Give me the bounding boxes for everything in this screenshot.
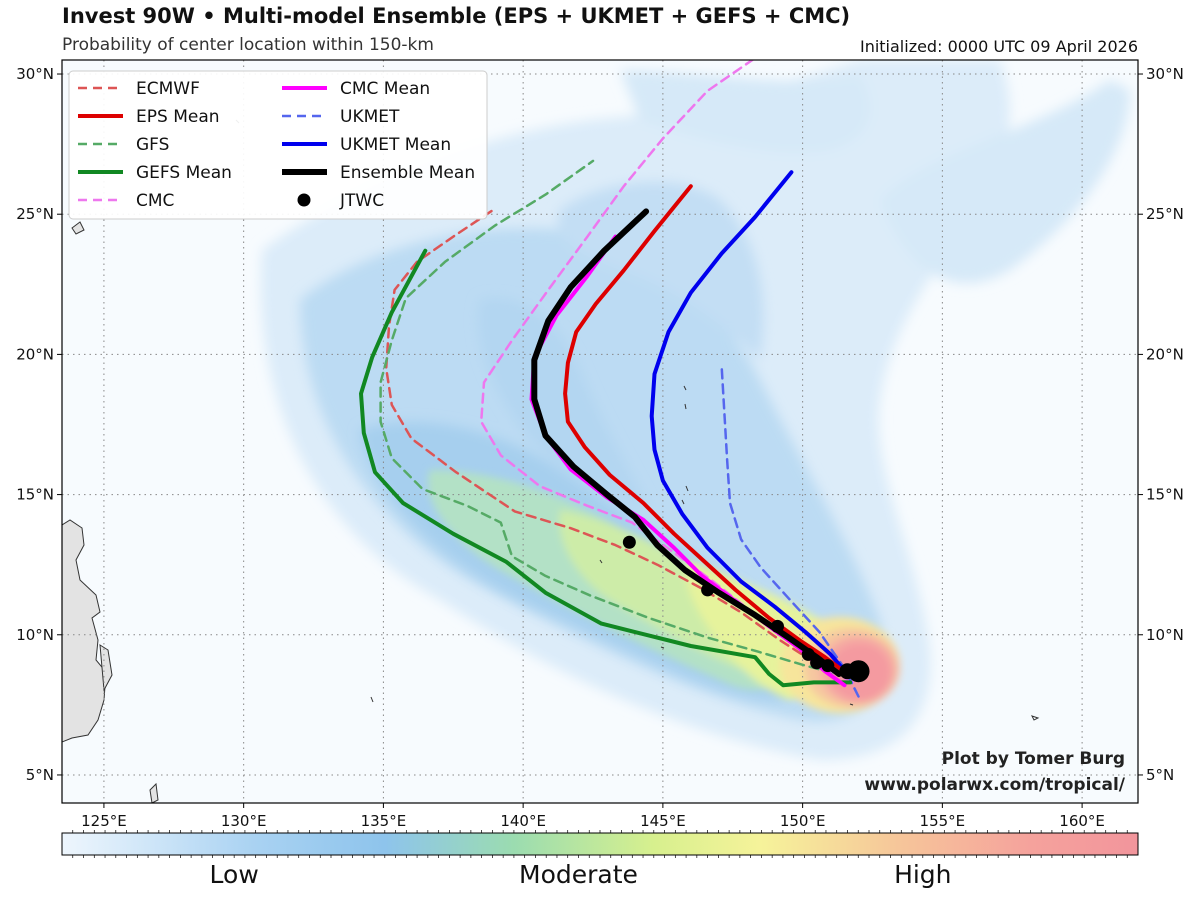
colorbar-label-moderate: Moderate xyxy=(519,860,638,889)
jtwc-point xyxy=(810,656,824,670)
track-ecmwf xyxy=(384,207,857,679)
chart-title: Invest 90W • Multi-model Ensemble (EPS +… xyxy=(62,4,851,28)
chart-subtitle: Probability of center location within 15… xyxy=(62,35,434,55)
jtwc-point xyxy=(839,663,856,680)
lat-tick-label-right: 25°N xyxy=(1146,205,1184,223)
lon-tick-label: 125°E xyxy=(81,812,127,830)
track-ensemble-mean xyxy=(531,208,842,677)
credit-author: Plot by Tomer Burg xyxy=(941,749,1125,769)
legend-label-ukmet-mean: UKMET Mean xyxy=(340,135,451,155)
colorbar-label-low: Low xyxy=(209,860,259,889)
jtwc-points xyxy=(622,535,870,683)
lon-tick-label: 145°E xyxy=(640,812,686,830)
lat-tick-label-left: 10°N xyxy=(16,626,54,644)
track-gefs-mean xyxy=(359,248,853,688)
track-gfs xyxy=(379,159,849,679)
jtwc-point xyxy=(770,619,784,633)
legend-label-ensemble-mean: Ensemble Mean xyxy=(340,163,475,183)
map-frame xyxy=(61,59,1139,804)
colorbar xyxy=(61,830,1139,858)
lat-tick-label-left: 25°N xyxy=(16,205,54,223)
legend-label-gfs: GFS xyxy=(136,135,169,155)
latitude-labels: 5°N 5°N 10°N 10°N 15°N 15°N 20°N 20°N 25°N 25°N 30… xyxy=(16,65,1184,784)
gridlines xyxy=(62,60,1138,803)
track-ukmet xyxy=(720,364,860,698)
legend-label-ecmwf: ECMWF xyxy=(136,79,200,99)
legend-label-cmc-mean: CMC Mean xyxy=(340,79,430,99)
lon-tick-label: 140°E xyxy=(500,812,546,830)
land-philippines xyxy=(62,221,159,803)
legend-box xyxy=(68,70,488,220)
lon-tick-label: 160°E xyxy=(1059,812,1105,830)
longitude-labels: 125°E 130°E 135°E 140°E 145°E 150°E 155°E 160°E xyxy=(81,803,1105,830)
legend-label-gefs-mean: GEFS Mean xyxy=(136,163,232,183)
lat-tick-label-right: 20°N xyxy=(1146,345,1184,363)
jtwc-point xyxy=(622,535,636,549)
lat-tick-label-right: 15°N xyxy=(1146,486,1184,504)
legend: ECMWF EPS Mean GFS GEFS Mean CMC CMC Mean UKME… xyxy=(68,70,488,220)
probability-shading xyxy=(260,60,1130,760)
lat-tick-label-right: 30°N xyxy=(1146,65,1184,83)
lat-tick-label-right: 5°N xyxy=(1146,766,1174,784)
legend-label-eps-mean: EPS Mean xyxy=(136,107,220,127)
lat-tick-label-left: 15°N xyxy=(16,486,54,504)
colorbar-gradient xyxy=(61,832,1139,856)
lat-tick-label-right: 10°N xyxy=(1146,626,1184,644)
lat-tick-label-left: 20°N xyxy=(16,345,54,363)
lon-tick-label: 155°E xyxy=(920,812,966,830)
jtwc-point xyxy=(801,647,815,661)
legend-label-jtwc: JTWC xyxy=(339,191,384,211)
colorbar-label-high: High xyxy=(894,860,952,889)
legend-label-ukmet: UKMET xyxy=(340,107,400,127)
jtwc-point xyxy=(701,583,715,597)
legend-swatch-jtwc xyxy=(297,193,311,207)
colorbar-ticks xyxy=(72,830,1128,858)
initialized-time: Initialized: 0000 UTC 09 April 2026 xyxy=(859,37,1138,56)
jtwc-point xyxy=(821,659,835,673)
track-ukmet-mean xyxy=(649,170,850,676)
credit-url[interactable]: www.polarwx.com/tropical/ xyxy=(864,775,1125,795)
lat-tick-label-left: 5°N xyxy=(26,766,54,784)
lon-tick-label: 150°E xyxy=(780,812,826,830)
legend-label-cmc: CMC xyxy=(136,191,174,211)
lon-tick-label: 135°E xyxy=(361,812,407,830)
lat-tick-label-left: 30°N xyxy=(16,65,54,83)
lon-tick-label: 130°E xyxy=(221,812,267,830)
